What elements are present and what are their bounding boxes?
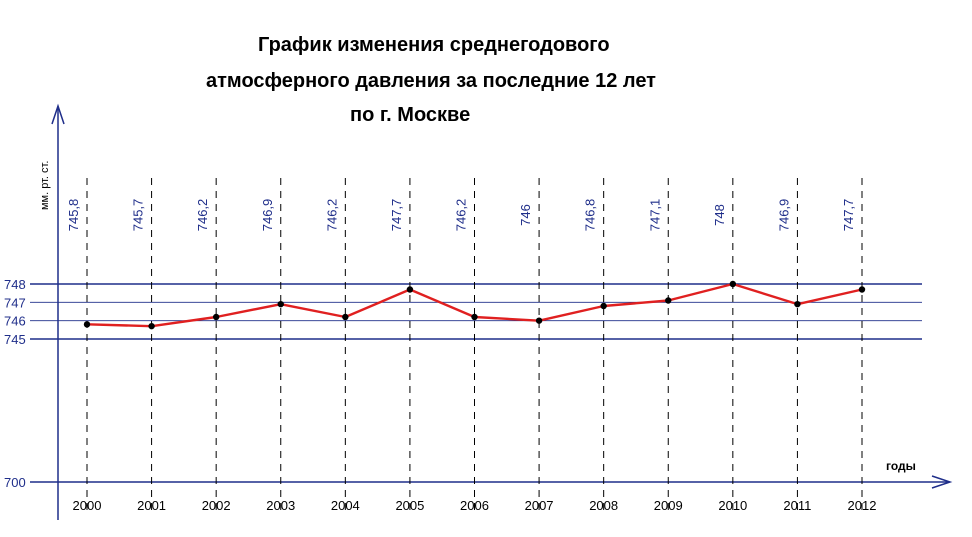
series-segment-2008-2009 [602,299,670,308]
value-label-2007: 746 [518,204,533,226]
value-label-2012: 747,7 [841,199,856,232]
series-segment-2003-2004 [279,302,347,319]
data-point-2009 [665,297,672,304]
data-point-2001 [148,322,155,330]
y-tick-745: 745 [4,332,26,347]
value-label-2000: 745,8 [66,199,81,232]
value-label-2006: 746,2 [454,199,469,232]
value-label-2004: 746,2 [324,199,339,232]
value-label-2010: 748 [712,204,727,226]
data-point-2002 [212,313,220,321]
y-axis-label: мм. рт. ст. [39,161,51,210]
x-tick-2009: 2009 [654,498,683,513]
axes: мм. рт. ст. годы [30,103,953,520]
series-segment-2004-2005 [344,288,412,319]
x-axis-arrow [931,475,953,489]
x-tick-2008: 2008 [589,498,618,513]
value-label-2001: 745,7 [131,199,146,232]
series-segment-2011-2012 [796,288,864,306]
value-label-2011: 746,9 [776,199,791,232]
data-point-2007 [535,317,543,324]
data-point-2012 [858,286,866,293]
value-label-2008: 746,8 [583,199,598,232]
value-label-2005: 747,7 [389,199,404,232]
x-tick-2010: 2010 [718,498,747,513]
data-point-2006 [471,313,478,321]
grid-lines [30,283,922,340]
x-tick-2005: 2005 [395,498,424,513]
data-value-labels: 745,8 745,7 746,2 746,9 746,2 747,7 746,2 746 74… [66,199,856,232]
x-tick-2000: 2000 [73,498,102,513]
x-tick-2002: 2002 [202,498,231,513]
value-label-2002: 746,2 [195,199,210,232]
data-point-2008 [600,302,607,310]
x-tick-2003: 2003 [266,498,295,513]
series-segment-2001-2002 [150,315,218,328]
x-tick-2011: 2011 [783,498,811,513]
data-point-2005 [406,286,414,293]
series-segment-2000-2001 [85,323,153,328]
x-axis-label: годы [886,459,916,473]
y-tick-747: 747 [4,295,26,310]
series-segment-2002-2003 [214,302,282,319]
x-tick-2007: 2007 [525,498,554,513]
chart-title-line-2: атмосферного давления за последние 12 ле… [206,70,656,92]
series-segment-2005-2006 [408,288,476,319]
data-points [83,280,866,330]
chart-title-line-1: График изменения среднегодового [258,34,610,56]
y-tick-748: 748 [4,277,26,292]
series-segment-2010-2011 [731,282,799,306]
series-segment-2006-2007 [473,315,541,322]
series-segment-2009-2010 [667,282,735,302]
year-dashed-lines [86,178,863,512]
x-tick-2012: 2012 [848,498,877,513]
y-axis-arrow [51,103,65,125]
chart-title-line-3: по г. Москве [350,104,471,126]
y-tick-labels: 748 747 746 745 700 [4,277,26,490]
x-tick-2001: 2001 [137,498,166,513]
data-point-2000 [83,321,91,328]
x-tick-2004: 2004 [331,498,360,513]
x-tick-2006: 2006 [460,498,489,513]
pressure-series [85,282,864,328]
data-point-2010 [729,280,737,288]
data-point-2011 [794,300,801,308]
value-label-2009: 747,1 [647,199,662,232]
data-point-2003 [277,300,284,308]
data-point-2004 [342,313,349,321]
series-segment-2007-2008 [537,304,605,322]
y-tick-700: 700 [4,475,26,490]
y-tick-746: 746 [4,314,26,329]
value-label-2003: 746,9 [260,199,275,232]
x-tick-labels: 2000 2001 2002 2003 2004 2005 2006 2007 2008 2009… [73,498,877,513]
